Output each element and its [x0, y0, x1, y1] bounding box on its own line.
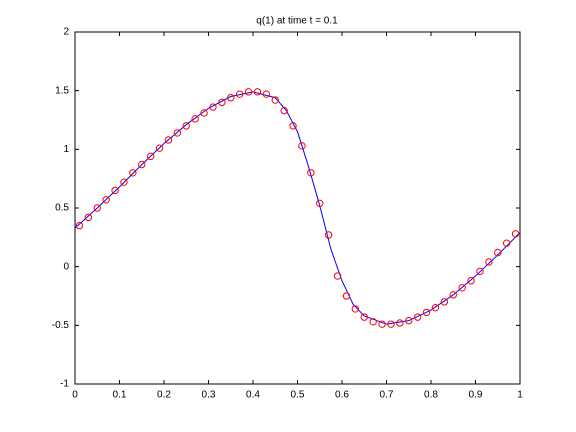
data-point	[84, 213, 93, 222]
data-point	[413, 313, 422, 321]
data-point	[218, 98, 226, 107]
x-tick-label: 0.3	[202, 390, 216, 401]
x-tick-label: 0.6	[335, 390, 349, 401]
data-point	[102, 196, 110, 204]
data-point	[396, 319, 404, 327]
data-point	[467, 277, 475, 285]
data-point	[307, 169, 315, 177]
data-point	[138, 160, 146, 169]
y-tick-label: 0	[63, 261, 69, 272]
data-point	[476, 267, 484, 276]
data-point	[155, 144, 164, 152]
data-point	[164, 136, 173, 144]
y-tick-label: 0.5	[55, 203, 69, 214]
data-point	[324, 231, 333, 239]
data-point	[449, 291, 457, 299]
y-tick-label: 1.5	[55, 85, 69, 96]
data-point	[289, 122, 297, 130]
x-tick-label: 0.7	[380, 390, 394, 401]
data-point	[129, 169, 137, 177]
data-point	[316, 199, 324, 208]
x-tick-label: 0.1	[113, 390, 127, 401]
x-tick-label: 0.2	[157, 390, 171, 401]
data-point	[146, 152, 155, 161]
data-line	[74, 91, 521, 325]
y-tick-label: -0.5	[52, 320, 70, 331]
data-point	[271, 96, 279, 104]
data-point	[485, 258, 493, 266]
x-tick-label: 0.8	[424, 390, 438, 401]
data-point	[298, 142, 306, 150]
data-point	[262, 90, 271, 98]
data-point	[227, 94, 235, 102]
data-point	[209, 103, 217, 111]
data-point	[342, 292, 351, 300]
data-point	[235, 90, 244, 98]
data-point	[244, 88, 253, 96]
data-point	[440, 298, 449, 306]
y-tick-label: -1	[60, 379, 69, 390]
chart-title: q(1) at time t = 0.1	[256, 16, 338, 27]
data-point	[431, 304, 440, 312]
data-point	[351, 305, 360, 313]
x-tick-label: 0.5	[291, 390, 305, 401]
x-tick-label: 1	[517, 390, 523, 401]
data-point	[120, 178, 128, 186]
data-point	[75, 221, 84, 230]
data-point	[360, 313, 368, 321]
data-point	[200, 109, 208, 117]
data-point	[511, 230, 520, 238]
data-point	[173, 129, 182, 137]
y-tick-label: 1	[63, 144, 69, 155]
data-point	[422, 308, 431, 317]
data-point	[182, 122, 190, 130]
data-point	[93, 204, 101, 212]
data-point	[458, 284, 466, 292]
data-point	[387, 320, 395, 328]
data-point	[494, 248, 502, 257]
y-tick-label: 2	[63, 27, 69, 38]
data-point	[253, 88, 262, 96]
data-point	[502, 239, 511, 247]
data-point	[280, 106, 288, 115]
data-point	[111, 186, 119, 195]
x-tick-label: 0.9	[469, 390, 483, 401]
x-tick-label: 0.4	[246, 390, 260, 401]
x-tick-label: 0	[72, 390, 78, 401]
data-point	[191, 115, 199, 123]
data-point	[405, 316, 413, 325]
data-point	[333, 272, 342, 280]
data-point	[369, 318, 377, 326]
data-point	[378, 320, 386, 328]
